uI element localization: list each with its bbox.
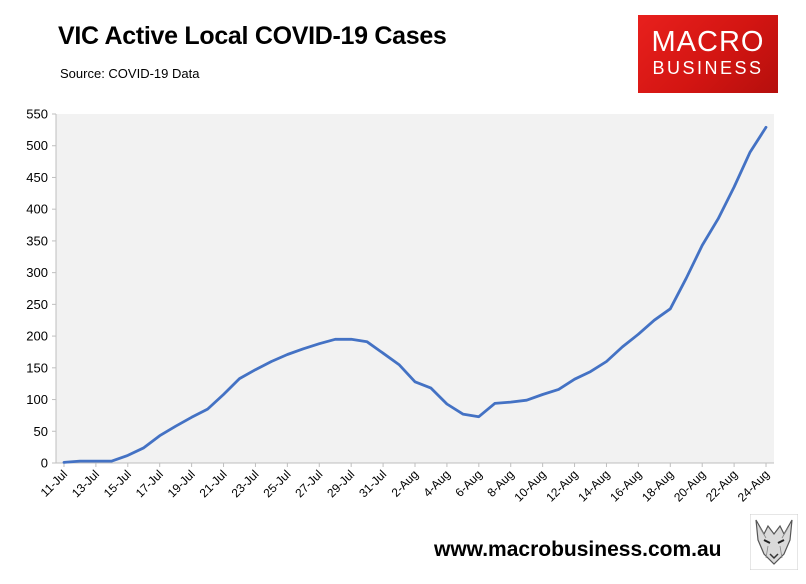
x-tick-label: 20-Aug xyxy=(671,467,708,504)
data-point xyxy=(653,319,656,322)
data-point xyxy=(733,186,735,188)
chart-title: VIC Active Local COVID-19 Cases xyxy=(58,22,447,50)
data-point xyxy=(222,393,225,396)
y-tick-label: 500 xyxy=(26,138,48,153)
data-point xyxy=(158,434,161,437)
x-tick-label: 29-Jul xyxy=(324,467,357,500)
x-tick-label: 15-Jul xyxy=(101,467,134,500)
data-point xyxy=(701,244,703,247)
line-chart: 0 50 100 150 200 250 300 350 400 450 500 550 11-Jul… xyxy=(26,107,774,504)
y-tick-label: 250 xyxy=(26,297,48,312)
data-point xyxy=(318,342,321,345)
y-tick-label: 350 xyxy=(26,233,48,248)
data-point xyxy=(414,380,416,383)
macrobusiness-logo[interactable]: MACRO BUSINESS xyxy=(638,15,778,93)
x-tick-label: 2-Aug xyxy=(389,467,422,500)
x-tick-label: 17-Jul xyxy=(133,467,166,500)
data-point xyxy=(669,308,672,310)
data-point xyxy=(238,377,241,380)
y-tick-label: 100 xyxy=(26,392,48,407)
data-point xyxy=(717,217,719,220)
data-point xyxy=(111,460,113,462)
y-tick-label: 300 xyxy=(26,265,48,280)
data-point xyxy=(493,402,496,405)
y-tick-label: 400 xyxy=(26,202,48,217)
data-point xyxy=(206,408,209,410)
y-tick-label: 450 xyxy=(26,170,48,185)
data-point xyxy=(270,360,273,363)
x-tick-label: 14-Aug xyxy=(575,467,612,504)
wolf-logo-icon xyxy=(750,514,798,570)
y-tick-label: 150 xyxy=(26,360,48,375)
y-tick-label: 50 xyxy=(34,424,48,439)
x-tick-label: 6-Aug xyxy=(452,467,485,500)
data-point xyxy=(462,413,464,415)
x-tick-label: 31-Jul xyxy=(356,467,389,500)
x-tick-label: 25-Jul xyxy=(260,467,293,500)
x-tick-label: 11-Jul xyxy=(38,467,70,499)
data-point xyxy=(637,333,640,335)
data-point xyxy=(127,454,129,457)
data-point xyxy=(589,370,592,373)
data-point xyxy=(446,403,448,405)
x-tick-label: 21-Jul xyxy=(197,467,230,500)
series-layer xyxy=(62,125,768,464)
data-point xyxy=(95,460,97,462)
website-url[interactable]: www.macrobusiness.com.au xyxy=(434,538,722,561)
data-point xyxy=(286,353,289,356)
data-point xyxy=(334,338,337,341)
data-point xyxy=(765,126,767,129)
logo-line-business: BUSINESS xyxy=(652,58,764,78)
data-point xyxy=(541,393,544,396)
y-tick-label: 0 xyxy=(41,456,48,471)
y-axis: 0 50 100 150 200 250 300 350 400 450 500 550 xyxy=(26,107,57,471)
data-point xyxy=(142,446,145,449)
x-tick-label: 16-Aug xyxy=(607,467,644,504)
data-point xyxy=(79,460,81,462)
data-point xyxy=(366,341,368,343)
data-point xyxy=(430,387,432,389)
x-tick-label: 18-Aug xyxy=(639,467,676,504)
x-tick-label: 24-Aug xyxy=(735,467,772,504)
logo-line-macro: MACRO xyxy=(651,26,765,58)
data-point xyxy=(398,363,400,366)
data-point xyxy=(190,416,193,419)
data-point xyxy=(749,151,751,153)
x-tick-label: 10-Aug xyxy=(511,467,548,504)
data-point xyxy=(174,425,177,427)
x-axis: 11-Jul13-Jul15-Jul17-Jul19-Jul21-Jul23-J… xyxy=(38,462,774,504)
data-point xyxy=(478,415,480,418)
x-tick-label: 27-Jul xyxy=(292,467,325,500)
data-point xyxy=(573,378,576,381)
data-point xyxy=(509,401,512,403)
data-point xyxy=(605,360,608,363)
data-point xyxy=(350,338,352,341)
x-tick-label: 23-Jul xyxy=(229,467,262,500)
x-tick-label: 4-Aug xyxy=(420,467,453,500)
x-tick-label: 12-Aug xyxy=(543,467,580,504)
x-tick-label: 19-Jul xyxy=(165,467,198,500)
x-tick-label: 13-Jul xyxy=(69,467,102,500)
data-point xyxy=(685,277,688,280)
data-point xyxy=(621,346,624,348)
plot-area xyxy=(56,114,774,463)
data-point xyxy=(63,461,65,464)
data-point xyxy=(254,368,257,371)
chart-source: Source: COVID-19 Data xyxy=(60,66,200,81)
x-tick-label: 22-Aug xyxy=(703,467,740,504)
y-tick-label: 200 xyxy=(26,329,48,344)
y-tick-label: 550 xyxy=(26,107,48,122)
data-point xyxy=(302,347,305,350)
data-point xyxy=(382,352,384,355)
data-point xyxy=(525,399,528,401)
data-point xyxy=(557,388,560,391)
